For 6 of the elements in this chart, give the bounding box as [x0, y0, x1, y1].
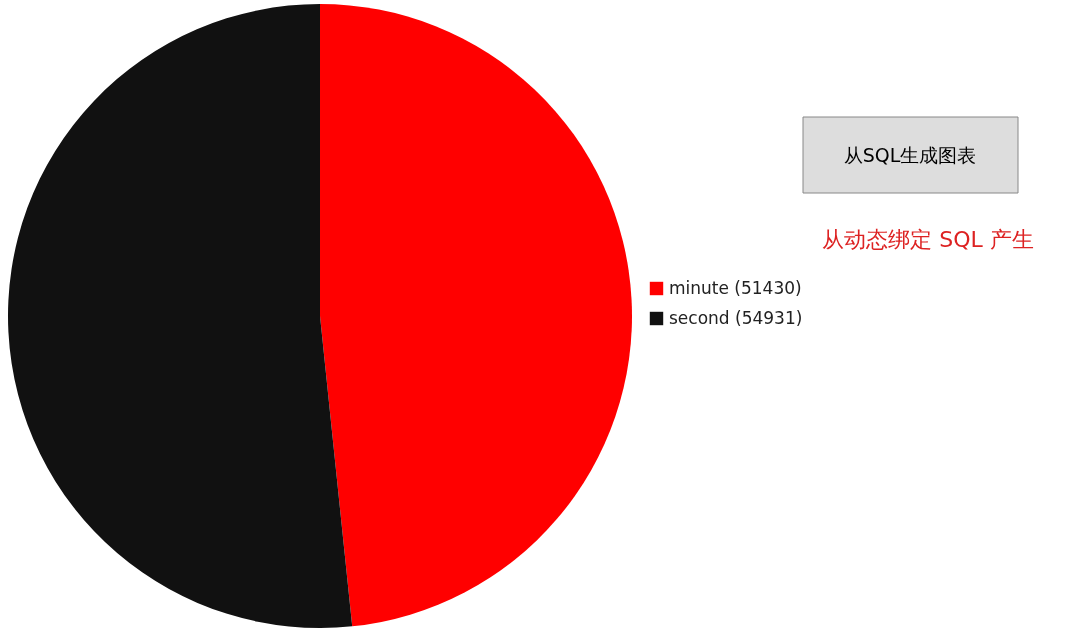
pie-slice [320, 4, 632, 627]
pie-slice [8, 4, 353, 628]
text: 从动态绑定 SQL 产生 [822, 227, 1034, 252]
legend-label: second (54931) [669, 307, 803, 328]
legend-label: minute (51430) [669, 277, 802, 298]
text: 从SQL生成图表 [843, 144, 977, 166]
